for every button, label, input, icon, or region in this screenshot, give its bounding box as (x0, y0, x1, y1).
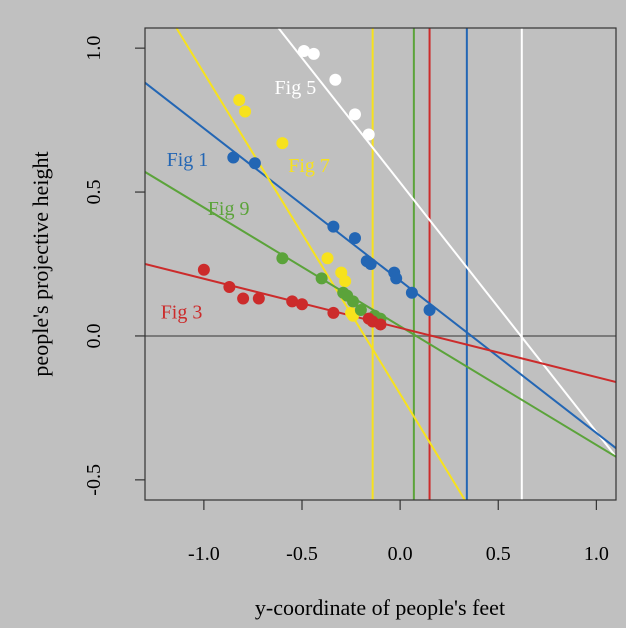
fig-5-point-2 (307, 47, 320, 60)
fig-1-fit-line (145, 81, 616, 449)
y-tick-label-2: 0.5 (83, 180, 105, 205)
fig-7-point-6 (339, 275, 352, 288)
fig-9-point-6 (354, 304, 367, 317)
y-axis-title: people's projective height (28, 151, 53, 376)
fig-7-fit-line (175, 28, 466, 500)
fig-3-point-1 (197, 263, 210, 276)
fig-9-point-2 (315, 272, 328, 285)
plot-area: Fig 5 Fig 1 Fig 7 Fig 9 Fig 3 (145, 28, 616, 500)
fig-1-point-3 (327, 220, 340, 233)
fig-3-point-6 (296, 298, 308, 311)
y-tick-label-1: 0.0 (83, 323, 105, 348)
x-tick-label-4: 1.0 (584, 543, 609, 565)
fig-9-label: Fig 9 (208, 198, 250, 220)
fig-7-point-1 (233, 93, 246, 106)
axes: -1.0 -0.5 0.0 0.5 1.0 -0.5 0.0 0.5 1.0 (83, 36, 609, 565)
fig-3-point-7 (327, 306, 340, 319)
fig-5-label: Fig 5 (275, 77, 317, 99)
fig-3-point-4 (252, 292, 265, 305)
fig-5-point-4 (348, 108, 361, 121)
fig-1-point-8 (390, 272, 403, 285)
fig-5-point-5 (362, 128, 375, 141)
x-tick-label-3: 0.5 (486, 543, 511, 565)
fig-1-point-2 (248, 157, 261, 170)
fig-1-point-10 (423, 304, 436, 317)
fig-1-point-1 (227, 151, 240, 164)
plot-frame (144, 27, 617, 501)
fig-5-point-3 (329, 73, 342, 86)
fig-1-point-4 (348, 232, 361, 245)
fig-3-point-10 (374, 318, 387, 331)
fig-7-point-4 (321, 252, 334, 265)
x-tick-label-2: 0.0 (388, 543, 413, 565)
y-tick-label-0: -0.5 (83, 464, 105, 496)
fig-7-point-3 (276, 137, 289, 150)
fig-3-point-3 (237, 292, 250, 305)
fig-5-point-1 (297, 45, 310, 58)
fig-3-point-2 (223, 281, 236, 294)
x-tick-label-0: -1.0 (188, 543, 220, 565)
x-tick-label-1: -0.5 (286, 543, 318, 565)
fig-7-label: Fig 7 (288, 155, 330, 177)
fig-9-point-1 (276, 252, 289, 265)
fig-9-point-5 (347, 295, 360, 308)
fig-3-label: Fig 3 (161, 302, 203, 324)
y-tick-label-3: 1.0 (83, 36, 105, 61)
x-axis-title: y-coordinate of people's feet (255, 595, 505, 620)
fig-3-point-5 (286, 295, 299, 308)
fig-1-label: Fig 1 (167, 149, 209, 171)
fig-1-point-9 (405, 286, 418, 299)
fig-7-point-2 (239, 105, 252, 118)
fig-1-point-6 (364, 258, 377, 270)
fig-5-fit-line (277, 28, 616, 458)
